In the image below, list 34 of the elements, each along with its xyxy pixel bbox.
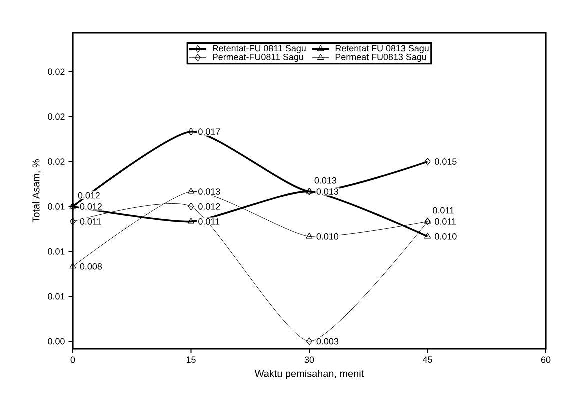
legend-label: Permeat-FU0811 Sagu bbox=[213, 54, 304, 62]
y-tick-label: 0.00 bbox=[48, 338, 65, 345]
legend-label: Retentat FU 0813 Sagu bbox=[336, 45, 429, 54]
x-tick-label: 15 bbox=[186, 356, 196, 364]
x-tick-label: 60 bbox=[541, 356, 551, 364]
data-label: 0.011 bbox=[80, 218, 102, 225]
data-label: 0.008 bbox=[80, 263, 102, 270]
data-label: 0.015 bbox=[435, 158, 457, 165]
y-tick-label: 0.02 bbox=[48, 158, 65, 165]
data-label: 0.003 bbox=[316, 338, 339, 345]
y-tick-label: 0.02 bbox=[48, 114, 65, 120]
y-axis-title: Total Asam, % bbox=[32, 160, 41, 223]
data-label: 0.011 bbox=[198, 218, 220, 225]
data-label: 0.010 bbox=[435, 234, 457, 240]
y-tick-label: 0.01 bbox=[48, 204, 65, 210]
data-label: 0.012 bbox=[198, 204, 220, 210]
x-tick-label: 0 bbox=[70, 356, 76, 364]
y-tick-label: 0.01 bbox=[48, 293, 65, 300]
data-label: 0.011 bbox=[433, 207, 454, 214]
data-label: 0.013 bbox=[316, 188, 339, 195]
x-tick-label: 45 bbox=[422, 356, 432, 364]
data-label: 0.013 bbox=[314, 177, 337, 184]
data-label: 0.013 bbox=[198, 188, 220, 195]
y-tick-label: 0.01 bbox=[48, 248, 65, 255]
legend-label: Retentat-FU 0811 Sagu bbox=[213, 45, 306, 54]
y-tick-label: 0.02 bbox=[48, 68, 65, 76]
data-label: 0.012 bbox=[80, 204, 102, 210]
data-label: 0.011 bbox=[435, 218, 456, 225]
x-axis-title: Waktu pemisahan, menit bbox=[254, 370, 364, 380]
x-tick-label: 30 bbox=[304, 356, 314, 364]
data-label: 0.017 bbox=[198, 128, 220, 136]
data-label: 0.012 bbox=[78, 192, 100, 199]
legend-label: Permeat FU0813 Sagu bbox=[336, 54, 426, 62]
data-label: 0.010 bbox=[316, 234, 339, 240]
